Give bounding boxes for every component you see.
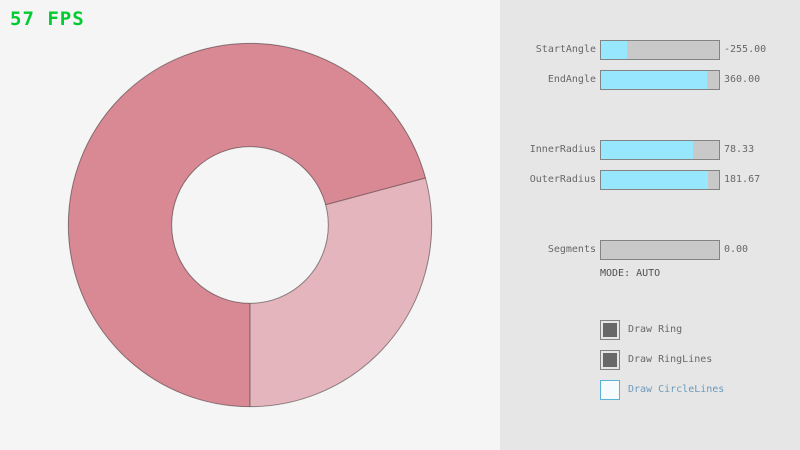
ring-inner-outline <box>171 146 329 304</box>
startangle-label: StartAngle <box>535 44 596 55</box>
fps-counter: 57 FPS <box>10 8 85 30</box>
check-mark <box>603 323 617 337</box>
outerradius-value: 181.67 <box>724 174 761 185</box>
draw-ring-checkbox[interactable] <box>600 320 620 340</box>
ring-boundary-line <box>325 177 426 206</box>
mode-text: MODE: AUTO <box>600 268 661 279</box>
ring-outer-outline <box>67 42 433 408</box>
checkbox-row-draw-ring: Draw Ring <box>0 320 800 340</box>
startangle-slider-fill <box>601 41 627 59</box>
slider-row-segments: Segments 0.00 <box>0 240 800 260</box>
slider-row-innerradius: InnerRadius 78.33 <box>0 140 800 160</box>
draw-ringlines-checkbox[interactable] <box>600 350 620 370</box>
ring-sector-single-pass <box>250 177 432 407</box>
ring-sector-overlap-pass <box>68 43 426 407</box>
startangle-value: -255.00 <box>724 44 767 55</box>
startangle-slider[interactable] <box>600 40 720 60</box>
checkbox-row-draw-ringlines: Draw RingLines <box>0 350 800 370</box>
endangle-slider-fill <box>601 71 708 89</box>
segments-slider[interactable] <box>600 240 720 260</box>
segments-label: Segments <box>547 244 596 255</box>
draw-circlelines-label: Draw CircleLines <box>628 384 725 395</box>
slider-row-endangle: EndAngle 360.00 <box>0 70 800 90</box>
draw-circlelines-checkbox[interactable] <box>600 380 620 400</box>
checkbox-row-draw-circlelines: Draw CircleLines <box>0 380 800 400</box>
slider-row-outerradius: OuterRadius 181.67 <box>0 170 800 190</box>
endangle-slider[interactable] <box>600 70 720 90</box>
outerradius-slider[interactable] <box>600 170 720 190</box>
slider-row-startangle: StartAngle -255.00 <box>0 40 800 60</box>
check-mark <box>603 353 617 367</box>
innerradius-slider-fill <box>601 141 694 159</box>
innerradius-label: InnerRadius <box>529 144 596 155</box>
endangle-value: 360.00 <box>724 74 761 85</box>
innerradius-value: 78.33 <box>724 144 755 155</box>
outerradius-slider-fill <box>601 171 709 189</box>
draw-ringlines-label: Draw RingLines <box>628 354 713 365</box>
endangle-label: EndAngle <box>547 74 596 85</box>
draw-ring-label: Draw Ring <box>628 324 683 335</box>
innerradius-slider[interactable] <box>600 140 720 160</box>
outerradius-label: OuterRadius <box>529 174 596 185</box>
segments-value: 0.00 <box>724 244 749 255</box>
